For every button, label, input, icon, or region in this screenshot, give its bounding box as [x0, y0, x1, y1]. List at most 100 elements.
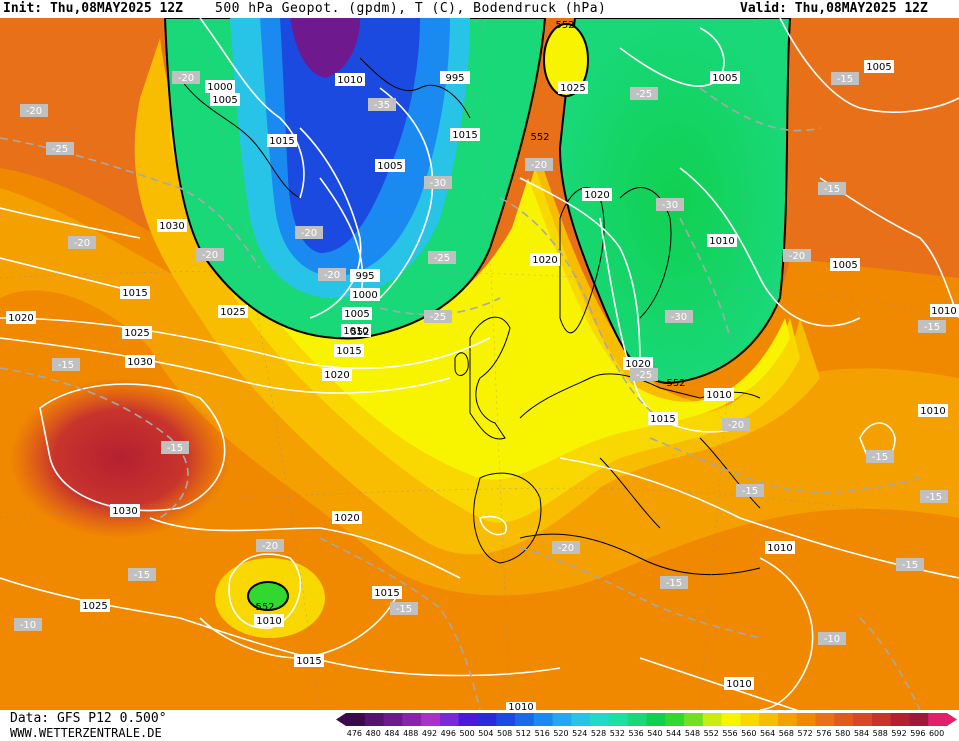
color-legend-swatch — [815, 713, 835, 726]
temperature-label: -15 — [918, 320, 946, 333]
color-legend-swatch — [721, 713, 741, 726]
pressure-label: 1020 — [6, 311, 36, 324]
svg-text:-20: -20 — [728, 420, 744, 431]
svg-text:-15: -15 — [902, 560, 918, 571]
pressure-label: 1010 — [341, 324, 371, 337]
svg-text:1015: 1015 — [336, 346, 361, 357]
pressure-label: 1020 — [582, 188, 612, 201]
pressure-label: 1025 — [122, 326, 152, 339]
pressure-label: 1020 — [332, 511, 362, 524]
color-legend-swatch — [590, 713, 610, 726]
pressure-label: 1010 — [724, 677, 754, 690]
svg-text:-10: -10 — [20, 620, 36, 631]
pressure-label: 1015 — [334, 344, 364, 357]
temperature-label: -20 — [256, 539, 284, 552]
svg-text:1020: 1020 — [532, 255, 557, 266]
pressure-label: 995 — [350, 269, 380, 282]
color-legend-labels: 476 480 484 488 492 496 500 504 508 512 516 520 524 5… — [345, 729, 955, 739]
color-legend-tick: 596 — [910, 729, 926, 738]
pressure-label: 1015 — [648, 412, 678, 425]
color-legend-swatch — [496, 713, 516, 726]
temperature-label: -10 — [818, 632, 846, 645]
color-legend-swatch — [646, 713, 666, 726]
pressure-label: 1005 — [210, 93, 240, 106]
temperature-label: -20 — [20, 104, 48, 117]
svg-text:1030: 1030 — [159, 221, 184, 232]
svg-text:-20: -20 — [531, 160, 547, 171]
svg-text:-15: -15 — [396, 604, 412, 615]
color-legend-tick: 564 — [759, 729, 776, 738]
isobars — [0, 17, 959, 719]
temperature-label: -25 — [428, 251, 456, 264]
color-legend-tick: 528 — [590, 729, 607, 738]
svg-text:-10: -10 — [824, 634, 840, 645]
svg-text:1000: 1000 — [352, 290, 377, 301]
svg-text:1030: 1030 — [127, 357, 152, 368]
weather-map: 1000 1005 1010 1015 1015 995 1005 1025 1… — [0, 17, 959, 719]
svg-text:995: 995 — [355, 271, 374, 282]
color-legend-swatch — [853, 713, 873, 726]
temperature-label: -20 — [783, 249, 811, 262]
svg-text:-20: -20 — [262, 541, 278, 552]
svg-text:1010: 1010 — [343, 326, 368, 337]
color-legend-swatch — [740, 713, 760, 726]
svg-text:-25: -25 — [430, 312, 446, 323]
svg-text:1025: 1025 — [560, 83, 585, 94]
svg-text:-15: -15 — [742, 486, 758, 497]
pressure-label: 1030 — [125, 355, 155, 368]
svg-text:1010: 1010 — [920, 406, 945, 417]
svg-text:-15: -15 — [134, 570, 150, 581]
color-legend-tick: 480 — [365, 729, 381, 738]
geopotential-label: 552 — [255, 602, 274, 613]
svg-text:-15: -15 — [926, 492, 942, 503]
color-legend-tick: 592 — [891, 729, 907, 738]
temperature-label: -15 — [831, 72, 859, 85]
color-legend-tick: 532 — [609, 729, 625, 738]
svg-text:-15: -15 — [666, 578, 682, 589]
svg-text:1010: 1010 — [256, 616, 281, 627]
svg-text:1010: 1010 — [508, 702, 533, 710]
cutoff-low-core — [247, 581, 289, 611]
pressure-label: 1030 — [157, 219, 187, 232]
pressure-label: 1010 — [335, 73, 365, 86]
color-legend-swatch — [421, 713, 441, 726]
geopotential-labels: 552 552 552 552 552 — [255, 20, 685, 613]
pressure-label: 995 — [440, 71, 470, 84]
svg-text:1020: 1020 — [324, 370, 349, 381]
svg-text:-25: -25 — [434, 253, 450, 264]
svg-text:1010: 1010 — [931, 306, 956, 317]
color-legend-swatch — [533, 713, 554, 726]
pressure-label: 1030 — [110, 504, 140, 517]
color-legend-swatch — [552, 713, 572, 726]
color-legend-tick: 580 — [835, 729, 851, 738]
pressure-label: 1025 — [558, 81, 588, 94]
svg-text:1020: 1020 — [625, 359, 650, 370]
color-legend-tick: 584 — [853, 729, 870, 738]
color-legend-swatch — [871, 713, 892, 726]
pressure-label: 1005 — [830, 258, 860, 271]
svg-text:1005: 1005 — [212, 95, 237, 106]
color-legend-tick: 548 — [684, 729, 701, 738]
atlantic-high-area — [10, 378, 230, 538]
temperature-label: -30 — [656, 198, 684, 211]
pressure-label: 1015 — [372, 586, 402, 599]
map-header: Init: Thu,08MAY2025 12Z 500 hPa Geopot. … — [0, 0, 959, 18]
blue-core-inner — [280, 18, 420, 253]
color-legend-swatch — [477, 713, 497, 726]
temperature-label: -20 — [318, 268, 346, 281]
color-legend-swatch — [458, 713, 478, 726]
color-legend-tick: 508 — [497, 729, 513, 738]
color-legend-swatch — [684, 713, 704, 726]
color-legend-tick: 524 — [572, 729, 588, 738]
temperature-labels: -20 -20 -25 -35 -25 -30 -20 -25 -30 -20 … — [14, 71, 948, 645]
svg-text:-15: -15 — [824, 184, 840, 195]
map-footer: Data: GFS P12 0.500° WWW.WETTERZENTRALE.… — [0, 710, 959, 741]
coastlines — [179, 57, 761, 576]
pressure-label: 1015 — [267, 134, 297, 147]
color-legend-swatch — [627, 713, 647, 726]
color-legend-swatch — [364, 713, 385, 726]
temperature-label: -20 — [68, 236, 96, 249]
svg-text:1020: 1020 — [334, 513, 359, 524]
color-legend-swatch — [777, 713, 798, 726]
color-legend-tick: 572 — [797, 729, 813, 738]
